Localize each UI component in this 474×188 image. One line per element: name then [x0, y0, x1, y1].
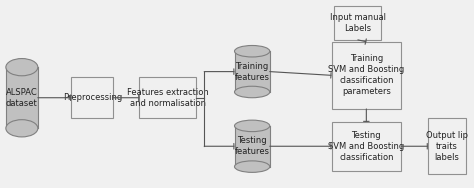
FancyBboxPatch shape [235, 51, 270, 92]
Text: Input manual
Labels: Input manual Labels [330, 13, 386, 33]
FancyBboxPatch shape [139, 77, 196, 118]
FancyBboxPatch shape [71, 77, 113, 118]
Ellipse shape [235, 86, 270, 98]
Text: Features extraction
and normalisation: Features extraction and normalisation [127, 88, 209, 108]
FancyBboxPatch shape [334, 6, 382, 40]
FancyBboxPatch shape [331, 42, 401, 109]
Ellipse shape [235, 45, 270, 57]
Text: ALSPAC
dataset: ALSPAC dataset [6, 88, 38, 108]
Text: Testing
SVM and Boosting
classification: Testing SVM and Boosting classification [328, 131, 404, 162]
Ellipse shape [6, 120, 38, 137]
Text: Training
features: Training features [235, 61, 270, 82]
Text: Testing
features: Testing features [235, 136, 270, 156]
Text: Training
SVM and Boosting
classification
parameters: Training SVM and Boosting classification… [328, 54, 404, 96]
FancyBboxPatch shape [6, 67, 38, 128]
Ellipse shape [235, 161, 270, 172]
Ellipse shape [6, 58, 38, 76]
Text: Preprocessing: Preprocessing [63, 93, 122, 102]
FancyBboxPatch shape [428, 118, 466, 174]
FancyBboxPatch shape [331, 122, 401, 171]
Ellipse shape [235, 120, 270, 132]
FancyBboxPatch shape [235, 126, 270, 167]
Text: Output lip
traits
labels: Output lip traits labels [426, 131, 468, 162]
